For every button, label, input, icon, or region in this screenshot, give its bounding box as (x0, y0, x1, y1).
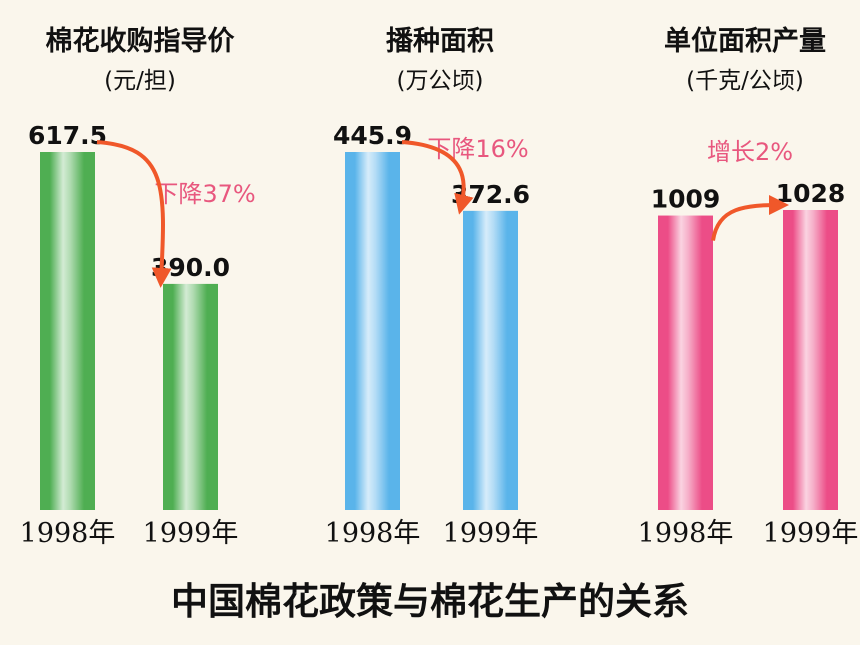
chart-unit: (千克/公顷) (686, 68, 804, 94)
data-label: 445.9 (333, 121, 412, 150)
chart-title: 单位面积产量 (664, 25, 826, 57)
data-label: 1009 (651, 185, 721, 214)
bar (658, 215, 713, 511)
bar (463, 210, 518, 511)
data-label: 617.5 (28, 121, 107, 150)
change-label: 下降16% (427, 135, 528, 163)
category-label: 1999年 (763, 518, 859, 549)
category-label: 1998年 (20, 518, 116, 549)
data-label: 1028 (776, 179, 846, 208)
figure-caption: 中国棉花政策与棉花生产的关系 (171, 580, 689, 623)
chart-title: 播种面积 (386, 26, 494, 57)
change-arrow (401, 140, 474, 215)
bar (345, 152, 400, 510)
category-label: 1998年 (325, 518, 421, 549)
category-label: 1998年 (638, 518, 734, 549)
chart-title: 棉花收购指导价 (46, 26, 236, 57)
change-arrow (711, 195, 789, 241)
change-label: 下降37% (154, 180, 255, 208)
category-label: 1999年 (143, 518, 239, 549)
chart-panel-3: 单位面积产量 (千克/公顷) 1009 1998年 1028 1999年 增长2% (638, 25, 859, 549)
category-label: 1999年 (443, 518, 539, 549)
bar (783, 210, 838, 510)
chart-unit: (万公顷) (397, 68, 484, 94)
chart-unit: (元/担) (104, 68, 176, 94)
bar (163, 283, 218, 510)
change-label: 增长2% (707, 138, 793, 166)
bar (40, 152, 95, 510)
change-arrow (96, 140, 172, 288)
